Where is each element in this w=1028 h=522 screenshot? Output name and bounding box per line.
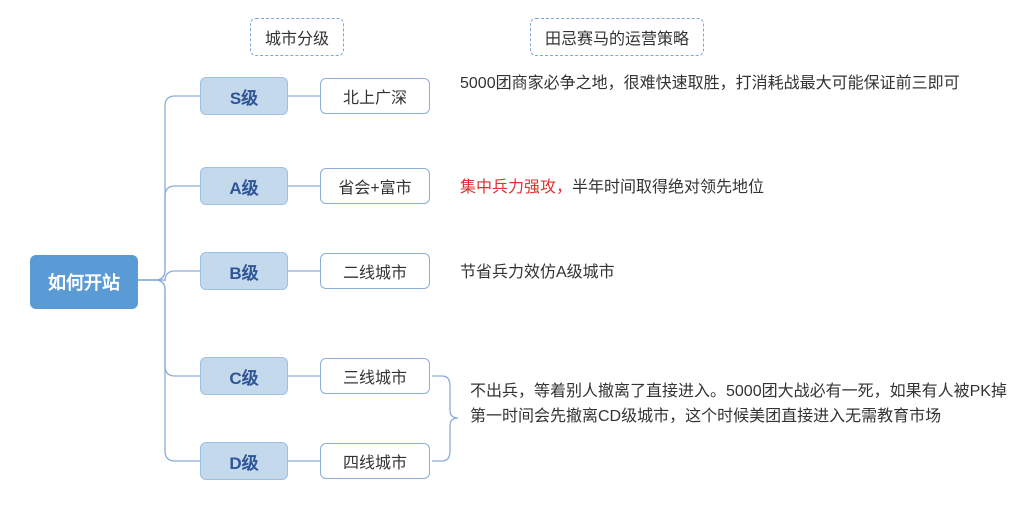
root-node: 如何开站: [30, 255, 138, 309]
tier-c: C级: [200, 357, 288, 395]
city-d: 四线城市: [320, 443, 430, 479]
tier-s: S级: [200, 77, 288, 115]
header-city-tier: 城市分级: [250, 18, 344, 56]
city-s: 北上广深: [320, 78, 430, 114]
tier-d: D级: [200, 442, 288, 480]
city-c: 三线城市: [320, 358, 430, 394]
header-strategy: 田忌赛马的运营策略: [530, 18, 704, 56]
tier-b: B级: [200, 252, 288, 290]
city-b: 二线城市: [320, 253, 430, 289]
desc-s: 5000团商家必争之地，很难快速取胜，打消耗战最大可能保证前三即可: [460, 72, 960, 97]
desc-b: 节省兵力效仿A级城市: [460, 261, 615, 286]
tier-a: A级: [200, 167, 288, 205]
desc-a-red: 集中兵力强攻，: [460, 179, 572, 196]
city-a: 省会+富市: [320, 168, 430, 204]
desc-cd: 不出兵，等着别人撤离了直接进入。5000团大战必有一死，如果有人被PK掉第一时间…: [470, 380, 1010, 430]
desc-a: 集中兵力强攻，半年时间取得绝对领先地位: [460, 176, 764, 201]
desc-a-rest: 半年时间取得绝对领先地位: [572, 179, 764, 196]
